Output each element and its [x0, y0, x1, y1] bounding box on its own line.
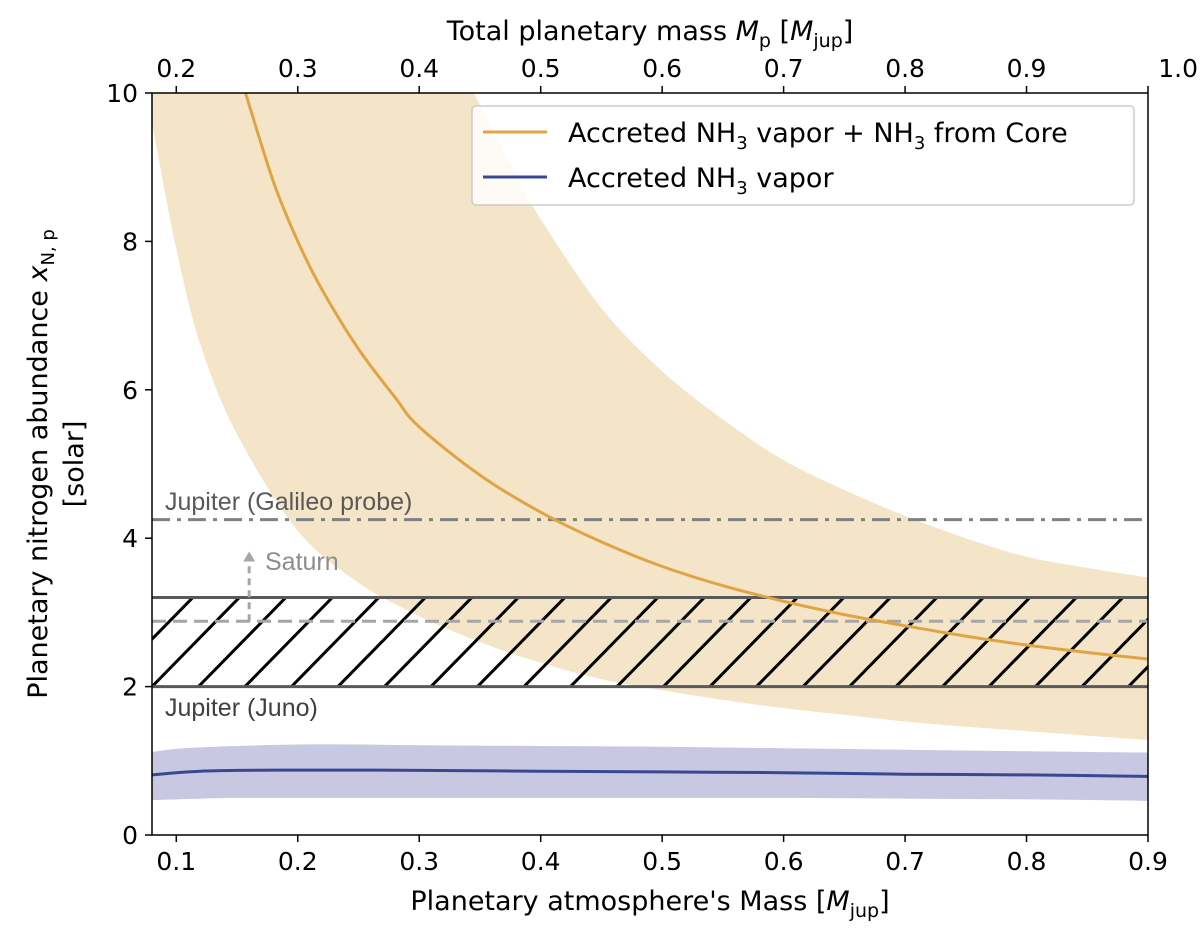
juno-hatch-region	[152, 596, 1200, 688]
x-tick-label: 0.3	[399, 847, 439, 876]
legend: Accreted NH3 vapor + NH3 from Core Accre…	[471, 105, 1135, 206]
blue-series-line	[152, 768, 1148, 778]
galileo-probe-label: Jupiter (Galileo probe)	[165, 488, 412, 516]
orange-series-line	[244, 93, 1148, 661]
top-x-axis: 0.2 0.3 0.4 0.5 0.6 0.7 0.8 0.9 1.0	[156, 54, 1198, 93]
hatch-line	[801, 596, 892, 688]
bottom-x-axis: 0.1 0.2 0.3 0.4 0.5 0.6 0.7 0.8 0.9	[156, 835, 1168, 876]
hatch-line	[662, 596, 752, 688]
y-tick-label: 10	[106, 79, 138, 108]
top-x-tick-label: 0.4	[399, 54, 439, 83]
hatch-line	[894, 596, 985, 688]
hatch-line	[1175, 598, 1200, 687]
hatch-line	[336, 596, 427, 688]
legend-blue-label: Accreted NH3 vapor	[568, 163, 834, 199]
x-tick-label: 0.2	[278, 847, 318, 876]
legend-box	[471, 105, 1135, 206]
x-tick-label: 0.6	[764, 847, 804, 876]
hatch-line	[1127, 664, 1148, 688]
left-y-axis: 0 2 4 6 8 10	[106, 79, 152, 850]
hatch-line	[569, 596, 659, 688]
hatch-line	[941, 596, 1031, 688]
y-tick-label: 4	[122, 524, 138, 553]
legend-orange-label: Accreted NH3 vapor + NH3 from Core	[568, 118, 1068, 154]
hatch-line	[1080, 617, 1148, 688]
x-axis-label: Planetary atmosphere's Mass [Mjup]	[410, 886, 889, 922]
y-tick-label: 6	[122, 376, 138, 405]
top-x-tick-label: 1.0	[1158, 54, 1198, 83]
hatch-line	[197, 596, 287, 688]
x-tick-label: 0.5	[642, 847, 682, 876]
top-x-axis-label: Total planetary mass Mp [Mjup]	[446, 16, 854, 52]
hatch-line	[152, 596, 194, 642]
hatch-line	[708, 596, 799, 688]
y-axis-label: Planetary nitrogen abundance xN, p [sola…	[23, 229, 90, 699]
y-tick-label: 8	[122, 227, 138, 256]
svg-text:[solar]: [solar]	[59, 421, 90, 508]
hatch-line	[987, 596, 1078, 688]
hatch-line	[152, 596, 241, 688]
top-x-tick-label: 0.8	[885, 54, 925, 83]
x-tick-label: 0.1	[156, 847, 196, 876]
x-tick-label: 0.8	[1007, 847, 1047, 876]
y-tick-label: 0	[122, 821, 138, 850]
hatch-line	[429, 596, 520, 688]
y-tick-label: 2	[122, 673, 138, 702]
svg-text:Planetary nitrogen abundance x: Planetary nitrogen abundance xN, p	[23, 229, 59, 699]
saturn-label: Saturn	[265, 548, 339, 576]
plot-frame	[151, 92, 1149, 836]
hatch-line	[243, 596, 334, 688]
saturn-arrow	[243, 551, 256, 622]
x-tick-label: 0.7	[885, 847, 925, 876]
hatch-line	[1034, 596, 1124, 688]
hatch-line	[383, 596, 473, 688]
hatch-line	[848, 596, 938, 688]
hatch-line	[522, 596, 613, 688]
top-x-tick-label: 0.9	[1007, 54, 1047, 83]
hatch-line	[290, 596, 380, 688]
hatch-line	[476, 596, 566, 688]
x-tick-label: 0.4	[521, 847, 561, 876]
top-x-tick-label: 0.3	[278, 54, 318, 83]
top-x-tick-label: 0.7	[764, 54, 804, 83]
hatch-line	[615, 596, 706, 688]
juno-label: Jupiter (Juno)	[165, 694, 318, 722]
top-x-tick-label: 0.2	[156, 54, 196, 83]
top-x-tick-label: 0.6	[642, 54, 682, 83]
x-tick-label: 0.9	[1128, 847, 1168, 876]
top-x-tick-label: 0.5	[521, 54, 561, 83]
orange-uncertainty-band	[152, 93, 1148, 740]
